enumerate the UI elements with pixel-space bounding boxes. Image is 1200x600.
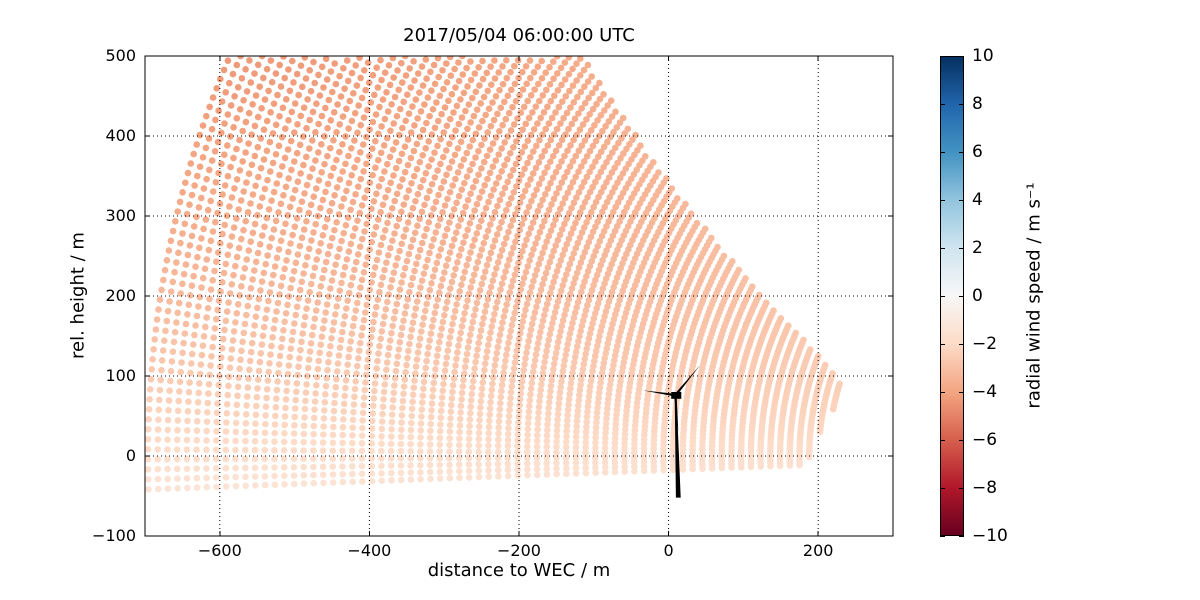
colorbar-tick (940, 392, 945, 393)
colorbar-tick (959, 56, 964, 57)
x-axis-label: distance to WEC / m (427, 560, 611, 581)
colorbar-tick-label: 2 (972, 238, 983, 258)
scatter-points (145, 56, 843, 493)
y-tick-label: 0 (125, 446, 136, 465)
colorbar-tick-label: −8 (972, 478, 998, 498)
colorbar-tick (959, 344, 964, 345)
colorbar-tick (940, 344, 945, 345)
colorbar-tick (959, 248, 964, 249)
colorbar-tick (940, 152, 945, 153)
colorbar-tick (940, 56, 945, 57)
y-tick-label: 500 (105, 46, 136, 65)
colorbar-tick (959, 392, 964, 393)
plot-title: 2017/05/04 06:00:00 UTC (403, 25, 635, 46)
colorbar-tick (959, 296, 964, 297)
y-tick-label: 100 (105, 366, 136, 385)
turbine-blade (642, 390, 676, 397)
turbine-hub (672, 392, 679, 399)
colorbar-tick (959, 104, 964, 105)
colorbar-tick-label: 0 (972, 286, 983, 306)
colorbar-tick (959, 152, 964, 153)
colorbar-tick (940, 440, 945, 441)
colorbar-tick-label: −10 (972, 526, 1008, 546)
colorbar-tick (959, 440, 964, 441)
colorbar-tick (940, 488, 945, 489)
y-tick-label: −100 (92, 526, 136, 545)
y-tick-label: 200 (105, 286, 136, 305)
colorbar-tick (940, 536, 945, 537)
turbine-blade (674, 364, 701, 397)
colorbar-tick (959, 536, 964, 537)
x-tick-label: −600 (197, 541, 242, 560)
colorbar-tick-label: 10 (972, 46, 994, 66)
y-tick-label: 300 (105, 206, 136, 225)
colorbar-tick (940, 248, 945, 249)
wind-turbine (642, 364, 701, 498)
colorbar-tick-label: −2 (972, 334, 998, 354)
colorbar-tick-label: 8 (972, 94, 983, 114)
turbine-tower (674, 394, 681, 498)
colorbar-tick (959, 488, 964, 489)
x-tick-label: −200 (497, 541, 541, 560)
x-tick-label: 0 (663, 541, 674, 560)
x-tick-label: −400 (347, 541, 392, 560)
colorbar-tick (940, 104, 945, 105)
colorbar-tick-label: −4 (972, 382, 998, 402)
gridlines (145, 56, 893, 536)
colorbar-tick-label: −6 (972, 430, 998, 450)
x-tick-label: 200 (802, 541, 834, 560)
colorbar-tick-label: 6 (972, 142, 983, 162)
colorbar-tick (940, 296, 945, 297)
axis-ticks (145, 55, 893, 537)
y-tick-label: 400 (105, 126, 136, 145)
colorbar-tick-label: 4 (972, 190, 983, 210)
colorbar-tick (959, 200, 964, 201)
turbine-blade (674, 395, 679, 432)
colorbar-label: radial wind speed / m s⁻¹ (1023, 182, 1045, 409)
colorbar-tick (940, 200, 945, 201)
